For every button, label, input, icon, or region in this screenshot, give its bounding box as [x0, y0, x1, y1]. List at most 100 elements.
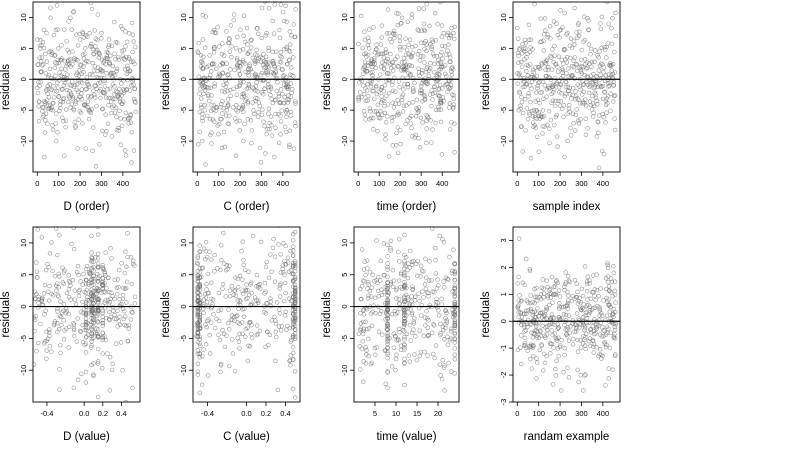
data-point — [52, 319, 58, 324]
data-point — [418, 349, 424, 355]
data-point — [435, 21, 440, 27]
data-point — [575, 349, 581, 354]
data-point — [395, 98, 400, 103]
data-point — [422, 60, 427, 65]
data-point — [235, 284, 241, 290]
data-point — [591, 344, 596, 350]
data-point — [396, 259, 402, 264]
data-point — [519, 64, 525, 69]
data-point — [574, 107, 579, 112]
data-point — [415, 110, 421, 115]
data-point — [228, 317, 234, 323]
data-point — [89, 267, 94, 272]
data-point — [207, 98, 212, 104]
data-point — [402, 337, 407, 342]
data-point — [532, 76, 537, 81]
data-point — [122, 67, 128, 72]
data-point — [406, 297, 411, 302]
data-point — [437, 93, 442, 99]
data-point — [525, 300, 530, 305]
data-point — [516, 60, 521, 65]
data-point — [566, 338, 572, 343]
data-point — [549, 67, 555, 72]
data-point — [195, 255, 201, 261]
data-point — [367, 117, 372, 122]
data-point — [123, 44, 128, 49]
data-point — [233, 103, 239, 108]
data-point — [524, 311, 529, 316]
data-point — [548, 36, 553, 41]
data-point — [379, 308, 384, 314]
data-point — [49, 50, 55, 55]
data-point — [531, 67, 536, 73]
data-point — [606, 21, 611, 27]
data-point — [201, 347, 206, 352]
data-point — [126, 326, 131, 331]
data-point — [516, 298, 521, 303]
data-point — [291, 22, 297, 27]
x-tick-label: 0.2 — [261, 409, 271, 418]
data-point — [402, 283, 407, 288]
data-point — [95, 394, 101, 400]
y-tick-label: -2 — [499, 372, 508, 379]
data-point — [594, 134, 600, 139]
data-point — [371, 303, 376, 308]
data-point — [73, 57, 79, 62]
data-point — [55, 27, 60, 32]
data-point — [89, 250, 94, 255]
data-point — [431, 53, 437, 59]
data-point — [449, 72, 454, 77]
data-point — [539, 310, 545, 315]
data-point — [562, 287, 567, 293]
data-point — [284, 327, 289, 332]
data-point — [449, 92, 455, 97]
data-point — [409, 125, 414, 131]
data-point — [452, 331, 457, 337]
data-point — [237, 48, 243, 53]
data-point — [127, 88, 133, 93]
data-point — [109, 43, 115, 49]
data-point — [370, 61, 376, 67]
data-point — [561, 102, 566, 108]
data-point — [241, 79, 246, 85]
data-point — [120, 306, 126, 312]
data-point — [361, 319, 366, 325]
data-point — [564, 54, 570, 60]
data-point — [36, 118, 42, 124]
data-point — [247, 344, 253, 349]
data-point — [447, 337, 453, 343]
data-point — [209, 141, 214, 146]
data-point — [519, 94, 524, 100]
data-point — [412, 298, 418, 303]
data-point — [519, 124, 524, 129]
data-point — [452, 299, 457, 305]
data-point — [224, 81, 229, 86]
data-point — [409, 54, 415, 59]
data-point — [439, 152, 445, 157]
data-point — [405, 267, 410, 273]
y-tick-label: -5 — [179, 107, 188, 114]
data-point — [416, 28, 421, 33]
data-point — [525, 348, 530, 354]
data-point — [234, 55, 240, 61]
data-point — [268, 86, 274, 91]
data-point — [290, 335, 296, 340]
data-point — [418, 274, 423, 279]
data-point — [378, 108, 383, 114]
data-point — [549, 274, 555, 280]
data-point — [283, 243, 288, 249]
data-point — [385, 293, 390, 298]
data-point — [286, 260, 291, 265]
data-point — [283, 309, 288, 314]
data-point — [64, 290, 70, 296]
data-point — [44, 329, 49, 335]
data-point — [102, 300, 107, 305]
data-point — [85, 104, 90, 110]
data-point — [57, 108, 62, 113]
data-point — [72, 82, 78, 88]
data-point — [273, 358, 278, 364]
data-point — [105, 351, 110, 356]
data-point — [356, 331, 362, 337]
data-point — [61, 270, 67, 275]
